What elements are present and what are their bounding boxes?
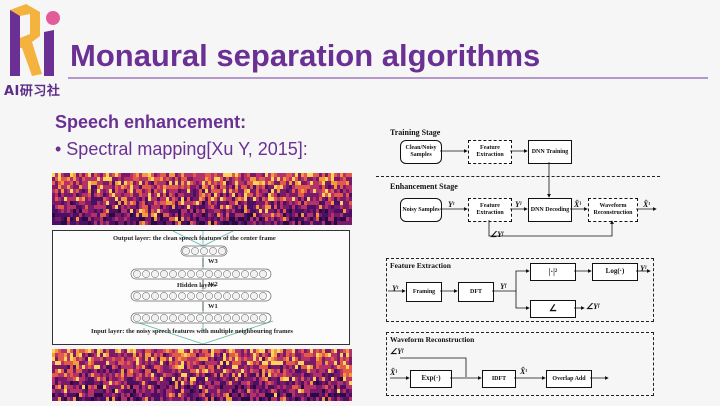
box-angle: ∠ [530, 300, 576, 318]
symbol-yl: Yˡ [515, 200, 522, 209]
waveform-reconstruction-title: Waveform Reconstruction [390, 335, 475, 344]
box-clean-noisy-samples: Clean/Noisy Samples [400, 140, 442, 164]
symbol-yl-2: Yˡ [640, 264, 647, 273]
box-log: Log(·) [592, 263, 638, 281]
box-idft: IDFT [482, 370, 516, 388]
input-layer-label: Input layer: the noisy speech features w… [91, 328, 293, 335]
symbol-xt-hat: X̂ᵗ [643, 200, 650, 209]
system-block-diagram: Training Stage Enhancement Stage Clean/N… [376, 118, 666, 406]
feature-extraction-section [386, 258, 654, 322]
box-feature-extraction-train: Feature Extraction [468, 140, 512, 164]
section-heading: Speech enhancement: [55, 112, 247, 132]
symbol-yt-2: Yᵗ [392, 284, 399, 293]
slide-title: Monaural separation algorithms [70, 38, 541, 73]
box-overlap-add: Overlap Add [546, 370, 592, 388]
box-dnn-training: DNN Training [528, 140, 572, 164]
enhancement-stage-label: Enhancement Stage [390, 182, 458, 191]
hidden-layers-label: Hidden layers [177, 282, 216, 289]
symbol-xt-hat-2: X̂ᵗ [520, 367, 527, 376]
box-waveform-reconstruction: Waveform Reconstruction [588, 198, 638, 222]
waveform-reconstruction-section [386, 332, 654, 396]
symbol-yf: Yᶠ [500, 282, 507, 291]
w1-label: W1 [208, 303, 218, 310]
symbol-angle-yf-1: ∠Yᶠ [490, 230, 504, 239]
ai-yanxishe-logo [10, 4, 60, 76]
symbol-xl-hat: X̂ˡ [574, 200, 581, 209]
output-layer-label: Output layer: the clean speech features … [113, 235, 276, 242]
box-dft: DFT [458, 282, 494, 302]
stage-divider [376, 176, 660, 177]
box-dnn-decoding: DNN Decoding [528, 198, 572, 222]
dnn-layers-graphic [130, 231, 274, 344]
bullet-spectral-mapping: • Spectral mapping[Xu Y, 2015]: [55, 139, 308, 159]
box-exp: Exp(·) [410, 370, 452, 388]
title-underline [68, 77, 708, 79]
logo-subtitle: AI研习社 [4, 84, 61, 99]
symbol-angle-yf-2: ∠Yᶠ [586, 302, 600, 311]
enhanced-spectrogram-bottom [52, 349, 352, 401]
w2-label: W2 [208, 281, 218, 288]
noisy-spectrogram-top [52, 173, 352, 225]
training-stage-label: Training Stage [390, 128, 441, 137]
box-framing: Framing [406, 282, 442, 302]
dnn-architecture-figure: Output layer: the clean speech features … [52, 230, 350, 345]
symbol-yt: Yᵗ [448, 200, 455, 209]
box-feature-extraction-enh: Feature Extraction [468, 198, 512, 222]
symbol-angle-yf-3: ∠Yᶠ [390, 347, 404, 356]
symbol-xl-hat-2: X̂ˡ [390, 368, 397, 377]
box-abs-squared: |·|² [530, 263, 576, 281]
w3-label: W3 [208, 258, 218, 265]
box-noisy-samples: Noisy Samples [400, 198, 442, 222]
feature-extraction-title: Feature Extraction [390, 261, 451, 270]
